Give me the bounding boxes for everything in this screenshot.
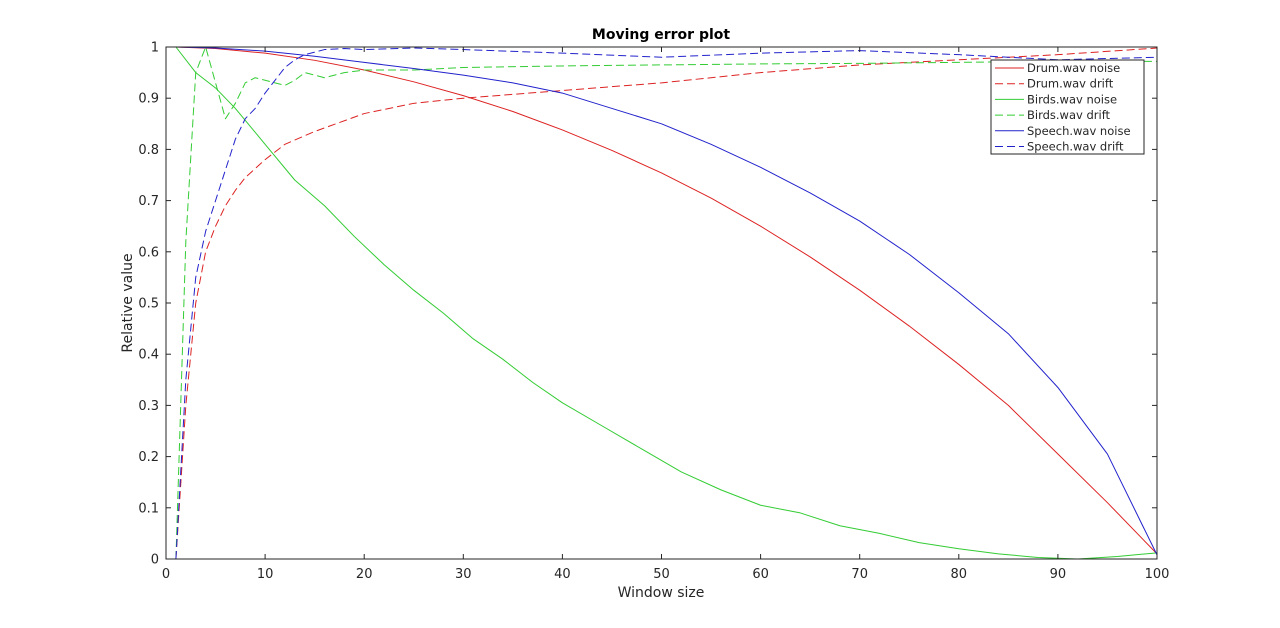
x-tick-label: 50 xyxy=(653,567,670,582)
y-axis-label: Relative value xyxy=(120,253,136,352)
x-tick-label: 100 xyxy=(1145,567,1170,582)
y-tick-label: 0.6 xyxy=(138,245,159,260)
x-axis-label: Window size xyxy=(618,585,705,601)
y-tick-label: 0.3 xyxy=(138,399,159,414)
series-line-4 xyxy=(175,46,1158,556)
legend-entry-label: Speech.wav noise xyxy=(1027,124,1131,138)
series-line-0 xyxy=(175,46,1158,555)
plot-series xyxy=(175,46,1158,560)
y-tick-label: 0.7 xyxy=(138,194,159,209)
series-line-1 xyxy=(175,47,1158,560)
series-line-2 xyxy=(175,46,1158,560)
x-tick-label: 60 xyxy=(752,567,769,582)
legend-entry-label: Birds.wav drift xyxy=(1027,108,1111,122)
chart-title: Moving error plot xyxy=(592,27,730,43)
y-tick-label: 0.2 xyxy=(138,450,159,465)
x-tick-label: 30 xyxy=(455,567,472,582)
legend-entry-label: Drum.wav noise xyxy=(1027,61,1120,75)
x-tick-label: 0 xyxy=(162,567,170,582)
legend-box xyxy=(990,59,1145,155)
y-tick-label: 0.5 xyxy=(138,297,159,312)
x-tick-label: 40 xyxy=(554,567,571,582)
x-tick-label: 20 xyxy=(356,567,373,582)
legend-entry-label: Birds.wav noise xyxy=(1027,92,1117,106)
y-axis-ticks: 0 0.1 0.2 0.3 0.4 0.5 0.6 0.7 0.8 0.9 1 xyxy=(138,41,1157,568)
x-tick-label: 10 xyxy=(257,567,274,582)
y-tick-label: 1 xyxy=(151,41,159,56)
legend-entry-label: Drum.wav drift xyxy=(1027,77,1114,91)
series-line-5 xyxy=(175,47,1158,560)
y-tick-label: 0.1 xyxy=(138,501,159,516)
y-tick-label: 0.9 xyxy=(138,92,159,107)
y-tick-label: 0 xyxy=(151,553,159,568)
x-tick-label: 80 xyxy=(951,567,968,582)
x-tick-label: 90 xyxy=(1050,567,1067,582)
x-axis-ticks: 0 10 20 30 40 50 60 70 80 90 100 xyxy=(162,47,1170,582)
x-tick-label: 70 xyxy=(851,567,868,582)
legend-entry-label: Speech.wav drift xyxy=(1027,140,1124,154)
y-tick-label: 0.8 xyxy=(138,143,159,158)
series-line-3 xyxy=(175,46,1157,560)
y-tick-label: 0.4 xyxy=(138,348,159,363)
